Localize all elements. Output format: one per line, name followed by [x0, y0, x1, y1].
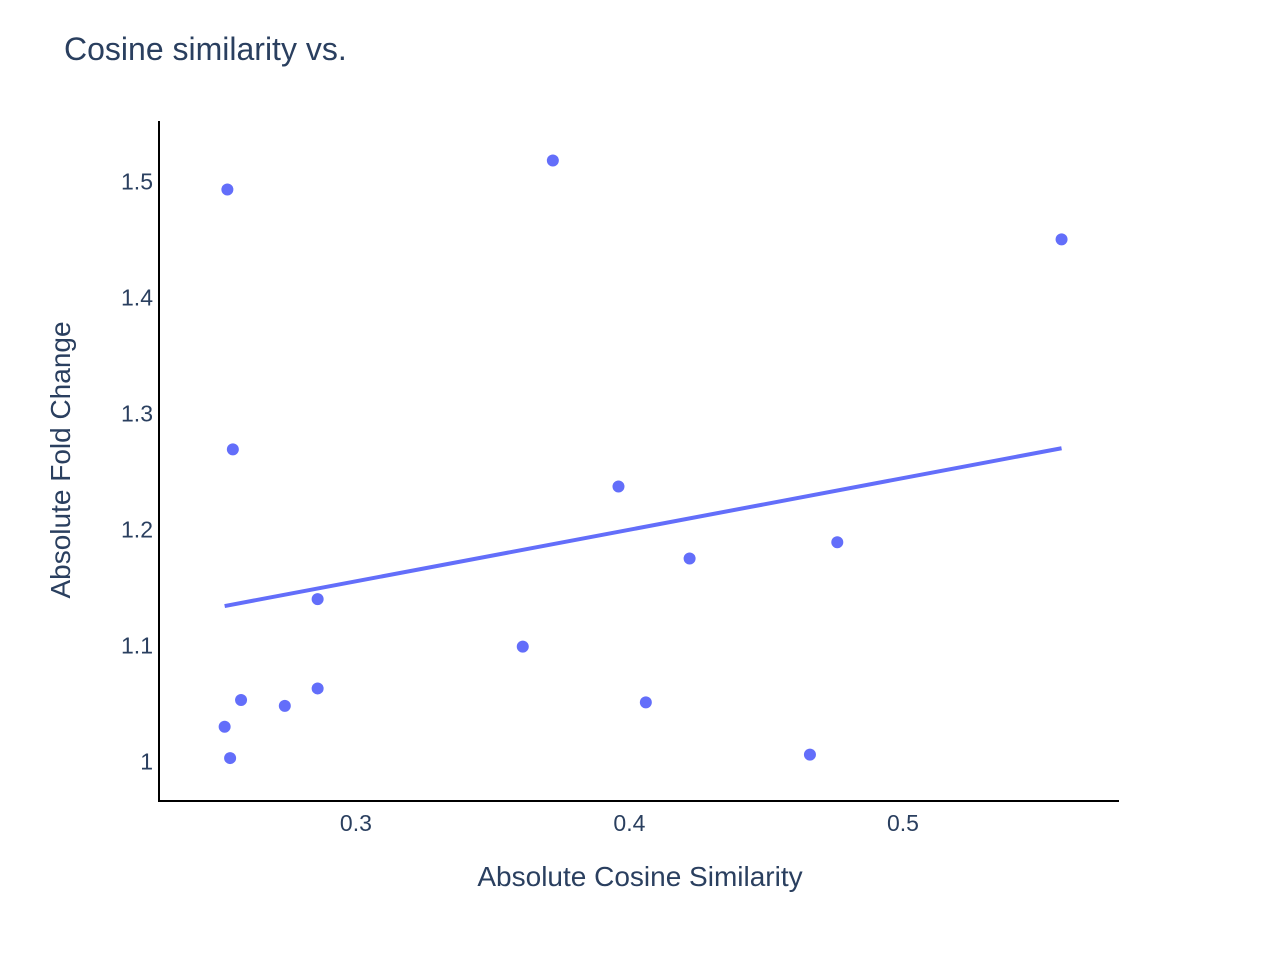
x-axis-title: Absolute Cosine Similarity [477, 861, 802, 892]
y-tick-label: 1.5 [121, 168, 153, 194]
data-point [224, 752, 237, 765]
data-point [218, 720, 231, 733]
x-tick-label: 0.3 [340, 810, 372, 836]
y-tick-label: 1.1 [121, 633, 153, 659]
data-point [831, 536, 844, 549]
chart-title: Cosine similarity vs. [64, 31, 347, 67]
x-tick-label: 0.5 [887, 810, 919, 836]
plot-area: 0.3 0.4 0.5 1 1.1 1.2 1.3 1.4 1.5 [121, 121, 1119, 836]
data-point [516, 640, 529, 653]
data-point [235, 694, 248, 707]
data-point [803, 748, 816, 761]
x-tick-label: 0.4 [613, 810, 645, 836]
data-point [612, 480, 625, 493]
y-tick-label: 1 [140, 749, 153, 775]
data-point [226, 443, 239, 456]
data-point [1055, 233, 1068, 246]
y-tick-label: 1.2 [121, 516, 153, 542]
data-point [683, 552, 696, 565]
data-point [639, 696, 652, 709]
data-point [221, 183, 234, 196]
trendline [224, 446, 1062, 609]
y-tick-label: 1.4 [121, 284, 153, 310]
y-axis-title: Absolute Fold Change [45, 321, 76, 598]
data-point [311, 682, 324, 695]
data-point [546, 154, 559, 167]
data-point [311, 593, 324, 606]
data-point [278, 699, 291, 712]
y-tick-label: 1.3 [121, 400, 153, 426]
